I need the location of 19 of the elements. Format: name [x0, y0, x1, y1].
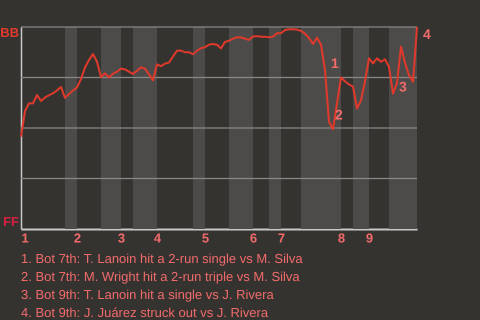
- text: 3. Bot 9th: T. Lanoin hit a single vs J. Rivera: [21, 287, 274, 302]
- text: 1. Bot 7th: T. Lanoin hit a 2-run single vs M. Silva: [21, 251, 304, 266]
- text: 4: [423, 26, 431, 42]
- x-tick-label: 3: [118, 230, 126, 246]
- x-tick-label: 1: [22, 230, 29, 246]
- x-tick-label: 5: [202, 230, 210, 246]
- text: BB: [0, 25, 19, 40]
- text: 2. Bot 7th: M. Wright hit a 2-run triple vs M. Silva: [21, 269, 300, 284]
- x-tick-label: 7: [278, 230, 286, 246]
- annotation: 1: [331, 55, 339, 72]
- annotation: 2: [335, 106, 343, 123]
- x-tick-label: 8: [338, 230, 346, 246]
- x-tick-label: 6: [250, 230, 258, 246]
- x-tick-label: 9: [366, 230, 374, 246]
- x-tick-label: 2: [74, 230, 82, 246]
- x-tick-label: 4: [154, 230, 162, 246]
- text: FF: [3, 214, 20, 229]
- text: 4. Bot 9th: J. Juárez struck out vs J. Rivera: [21, 305, 269, 320]
- annotation: 3: [399, 78, 407, 95]
